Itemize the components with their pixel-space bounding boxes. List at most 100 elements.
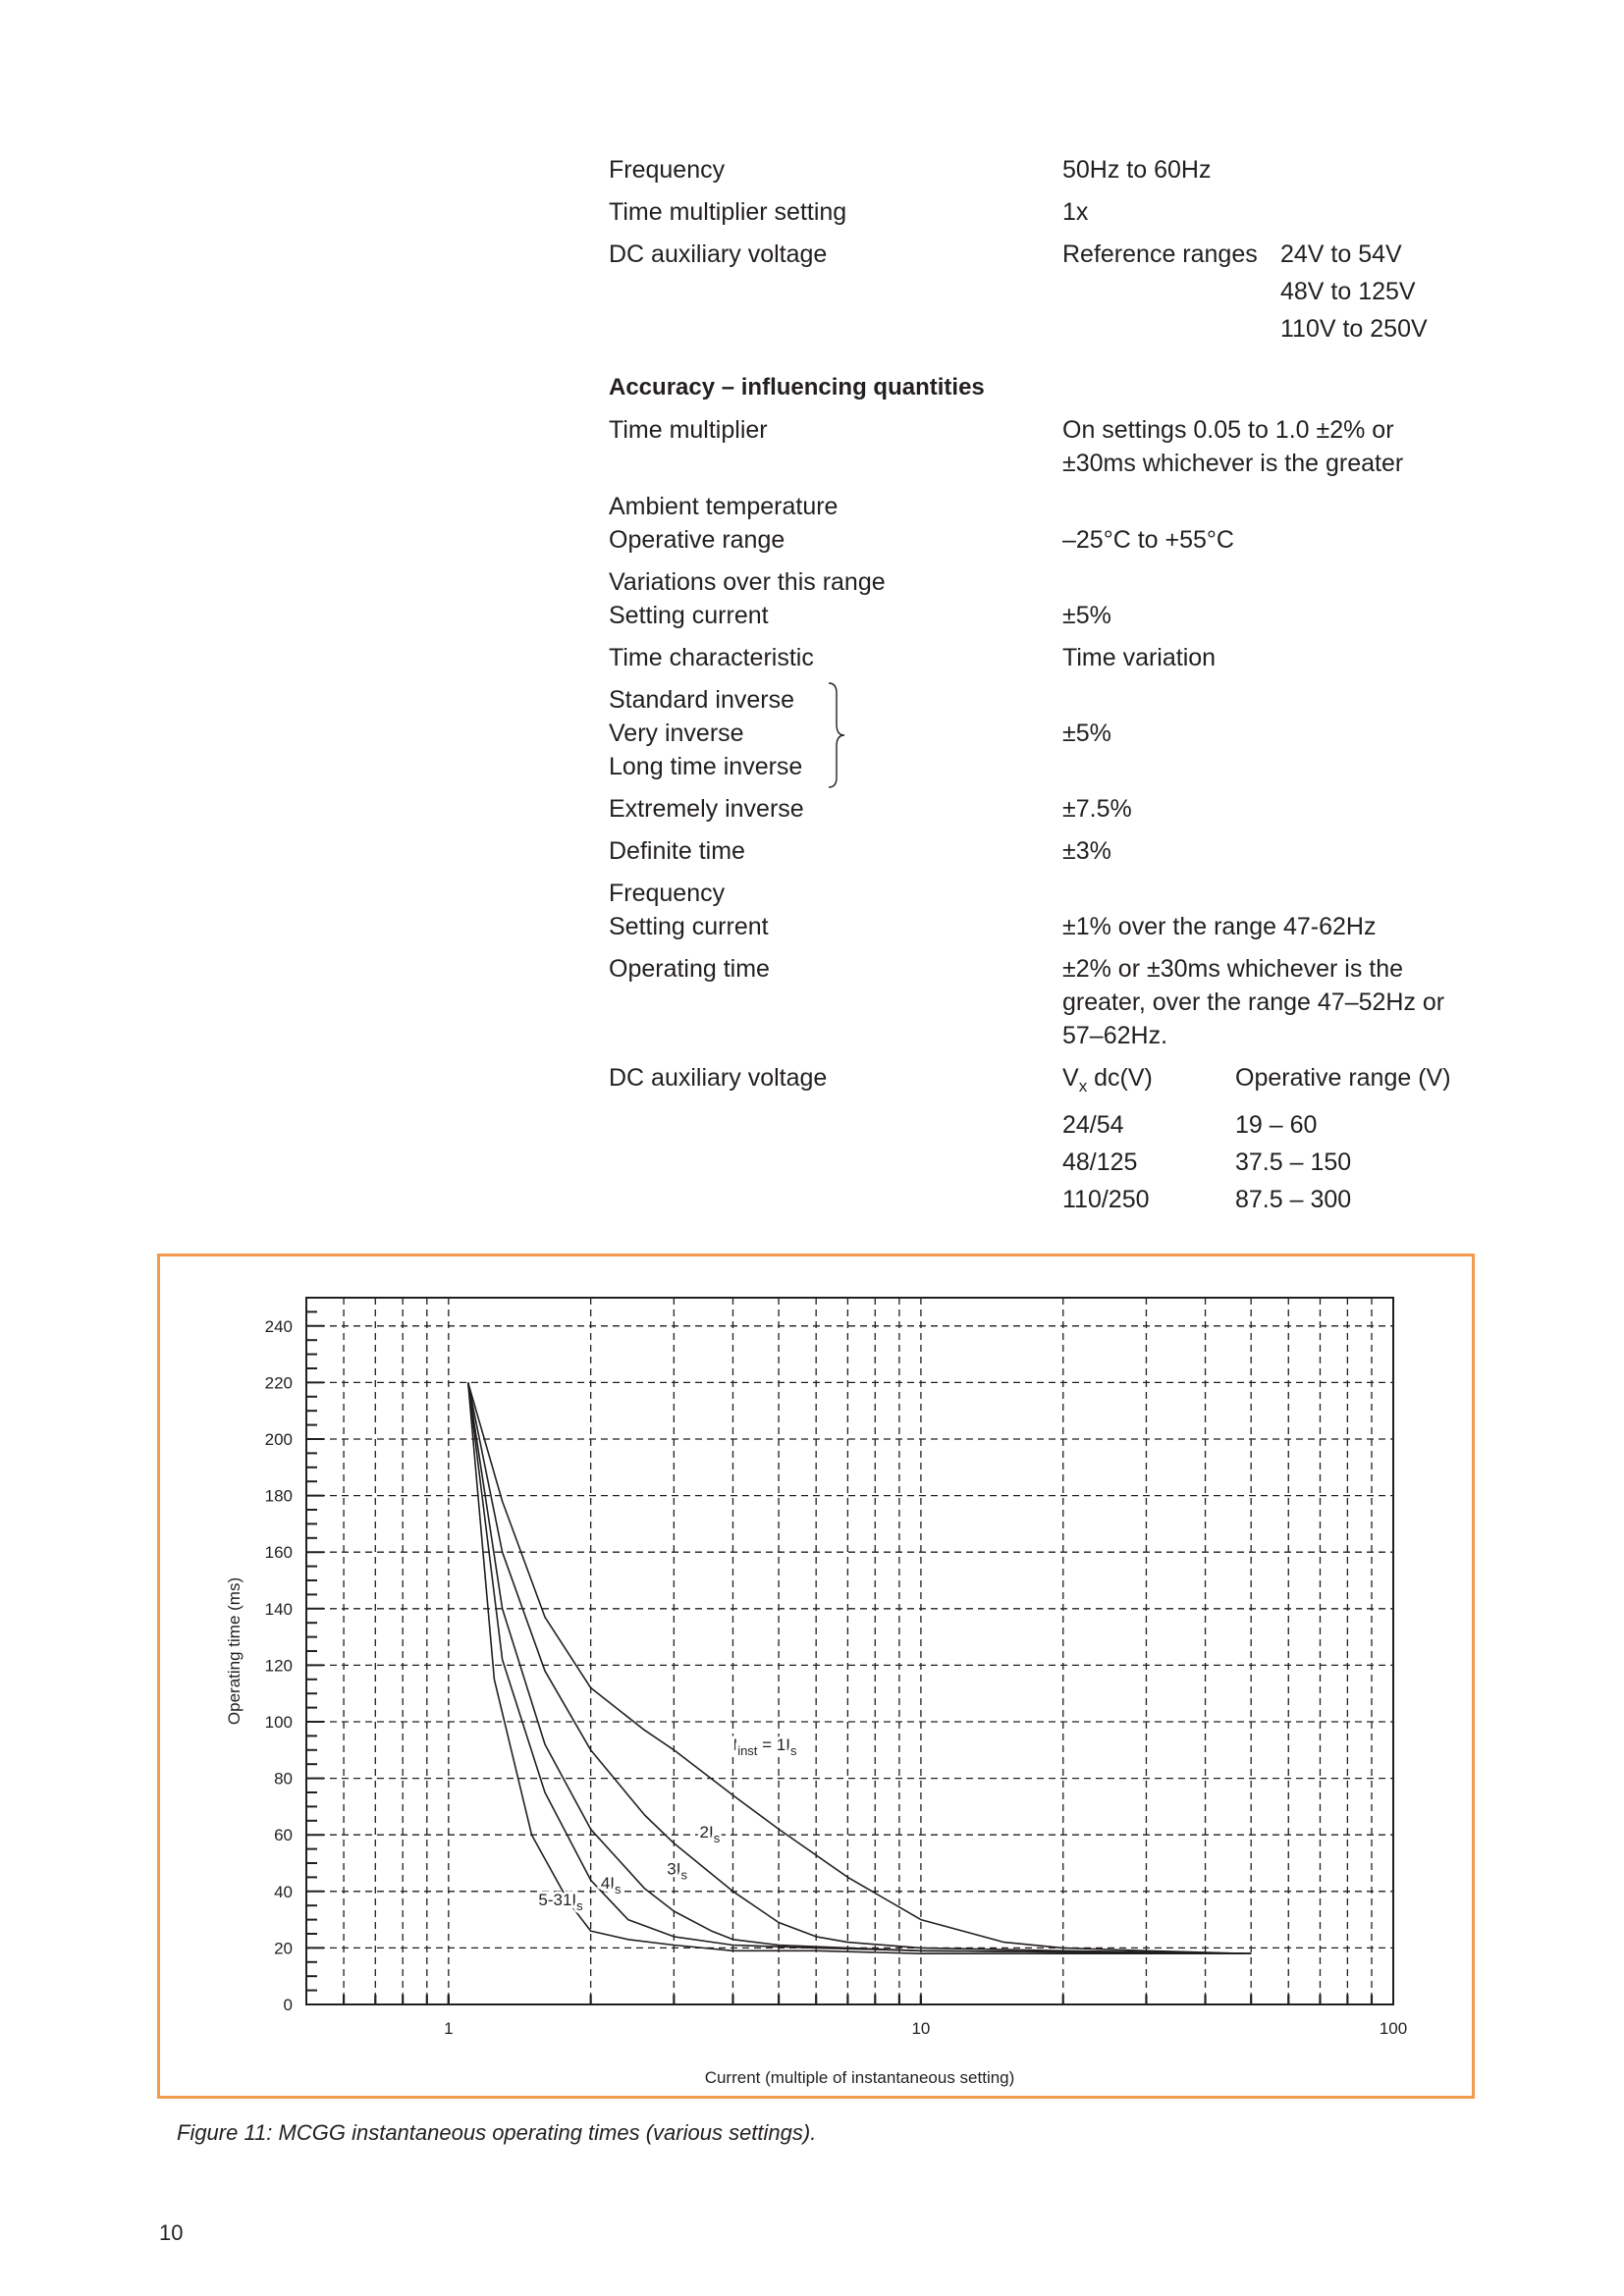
spec-value: 50Hz to 60Hz: [1062, 156, 1212, 184]
x-tick-label: 100: [1380, 2019, 1407, 2038]
spec-value: Time variation: [1062, 644, 1217, 671]
spec-value: Reference ranges 24V to 54V 48V to 125V 1…: [1062, 238, 1591, 346]
spec-label: Extremely inverse: [609, 795, 804, 823]
spec-row-tms: Time multiplier setting 1x: [609, 195, 1591, 229]
vx-header-row: Vx dc(V) Operative range (V): [1062, 1061, 1591, 1103]
spec-label: Time multiplier: [609, 416, 768, 444]
spec-row-dc-aux: DC auxiliary voltage Reference ranges 24V…: [609, 238, 1591, 346]
y-tick-label: 240: [265, 1317, 293, 1336]
x-tick-label: 10: [911, 2019, 930, 2038]
y-tick-label: 220: [265, 1373, 293, 1392]
spec-value-line: –25°C to +55°C: [1062, 526, 1234, 554]
spec-value-line: 57–62Hz.: [1062, 1022, 1168, 1049]
spec-value: ±5%: [1062, 565, 1591, 632]
spec-row-frequency-2: Frequency Setting current ±1% over the r…: [609, 877, 1591, 943]
series-line: [466, 1382, 1252, 1954]
vx-cell: 24/54: [1062, 1111, 1124, 1139]
spec-label: Ambient temperature Operative range: [609, 490, 1062, 557]
spec-label-line: Frequency: [609, 880, 726, 907]
range-cell: 37.5 – 150: [1235, 1148, 1352, 1176]
curve-label: 2Is: [700, 1823, 721, 1845]
spec-label: Operating time: [609, 955, 770, 983]
spec-label: Variations over this range Setting curre…: [609, 565, 1062, 632]
spec-label-line: Long time inverse: [609, 753, 803, 780]
page-number: 10: [159, 2220, 184, 2245]
spec-row-variations: Variations over this range Setting curre…: [609, 565, 1591, 632]
spec-label-line: Operative range: [609, 526, 785, 554]
spec-row-ambient: Ambient temperature Operative range –25°…: [609, 490, 1591, 557]
range-item: 110V to 250V: [1280, 315, 1428, 343]
spec-row-time-char: Time characteristic Time variation: [609, 641, 1591, 674]
spec-row-dc-aux-2: DC auxiliary voltage Vx dc(V) Operative …: [609, 1061, 1591, 1216]
spec-value-line: ±1% over the range 47-62Hz: [1062, 913, 1377, 940]
y-tick-label: 20: [274, 1939, 293, 1957]
vx-column-header: Vx dc(V): [1062, 1064, 1153, 1095]
spec-label-line: Setting current: [609, 602, 769, 629]
y-tick-label: 160: [265, 1543, 293, 1562]
spec-label: Time characteristic: [609, 644, 814, 671]
spec-label: Standard inverse Very inverse Long time …: [609, 683, 1062, 783]
y-tick-label: 120: [265, 1656, 293, 1675]
series-line: [466, 1382, 1252, 1954]
vx-cell: 48/125: [1062, 1148, 1138, 1176]
spec-label: Definite time: [609, 837, 745, 865]
spec-value: 1x: [1062, 198, 1089, 226]
spec-value: ±5%: [1062, 683, 1591, 783]
spec-value: On settings 0.05 to 1.0 ±2% or ±30ms whi…: [1062, 413, 1591, 480]
spec-label: Time multiplier setting: [609, 198, 847, 226]
spec-value-line: ±5%: [1062, 602, 1111, 629]
y-tick-label: 140: [265, 1600, 293, 1619]
spec-label: Frequency: [609, 156, 726, 184]
operating-time-chart: 0 20 40 60 80 100 120 140 160 180 200 220 240 1 10 100 C…: [225, 1297, 1407, 2087]
spec-label-line: Variations over this range: [609, 568, 886, 596]
curve-label: 3Is: [667, 1860, 687, 1883]
spec-value: ±1% over the range 47-62Hz: [1062, 877, 1591, 943]
spec-label-line: Standard inverse: [609, 686, 795, 714]
spec-value-line: ±30ms whichever is the greater: [1062, 450, 1404, 477]
spec-value-line: On settings 0.05 to 1.0 ±2% or: [1062, 416, 1394, 444]
range-item: 24V to 54V: [1280, 240, 1402, 268]
operative-range-header: Operative range (V): [1235, 1064, 1451, 1092]
series-line: [466, 1382, 1252, 1954]
vx-row: 110/250 87.5 – 300: [1062, 1183, 1591, 1216]
spec-label: DC auxiliary voltage: [609, 240, 828, 268]
spec-value-line: ±2% or ±30ms whichever is the: [1062, 955, 1404, 983]
spec-label: DC auxiliary voltage: [609, 1064, 828, 1092]
vx-cell: 110/250: [1062, 1186, 1150, 1213]
spec-label-line: Ambient temperature: [609, 493, 839, 520]
series-line: [466, 1382, 1252, 1954]
spec-row-frequency: Frequency 50Hz to 60Hz: [609, 153, 1591, 187]
series-line: [466, 1382, 1252, 1954]
spec-value: –25°C to +55°C: [1062, 490, 1591, 557]
y-tick-label: 180: [265, 1487, 293, 1506]
y-tick-label: 60: [274, 1826, 293, 1844]
spec-value: Vx dc(V) Operative range (V) 24/54 19 – …: [1062, 1061, 1591, 1216]
x-tick-label: 1: [444, 2019, 453, 2038]
accuracy-heading: Accuracy – influencing quantities: [609, 374, 985, 400]
reference-ranges-label: Reference ranges: [1062, 240, 1258, 268]
range-cell: 19 – 60: [1235, 1111, 1318, 1139]
spec-value: ±7.5%: [1062, 795, 1132, 823]
y-tick-label: 40: [274, 1883, 293, 1901]
y-tick-label: 0: [284, 1996, 293, 2014]
spec-label-line: Setting current: [609, 913, 769, 940]
spec-row-time-multiplier: Time multiplier On settings 0.05 to 1.0 …: [609, 413, 1591, 480]
spec-value-line: greater, over the range 47–52Hz or: [1062, 988, 1445, 1016]
range-item: 48V to 125V: [1280, 278, 1416, 305]
y-tick-label: 80: [274, 1770, 293, 1789]
spec-value: ±3%: [1062, 837, 1111, 865]
spec-table: Frequency 50Hz to 60Hz Time multiplier s…: [609, 153, 1591, 1225]
spec-label: Frequency Setting current: [609, 877, 1062, 943]
figure-box: 0 20 40 60 80 100 120 140 160 180 200 220 240 1 10 100 C…: [157, 1254, 1475, 2099]
vx-row: 48/125 37.5 – 150: [1062, 1146, 1591, 1179]
y-tick-label: 200: [265, 1430, 293, 1449]
spec-label-line: Very inverse: [609, 720, 744, 747]
spec-value: ±2% or ±30ms whichever is the greater, o…: [1062, 952, 1591, 1052]
spec-row-definite: Definite time ±3%: [609, 834, 1591, 868]
curve-label: Iinst = 1Is: [732, 1735, 797, 1758]
spec-value-line: ±5%: [1062, 720, 1111, 747]
curve-label: 5-31Is: [538, 1891, 583, 1913]
y-tick-label: 100: [265, 1713, 293, 1732]
spec-row-operating-time: Operating time ±2% or ±30ms whichever is…: [609, 952, 1591, 1052]
spec-row-extremely: Extremely inverse ±7.5%: [609, 792, 1591, 826]
